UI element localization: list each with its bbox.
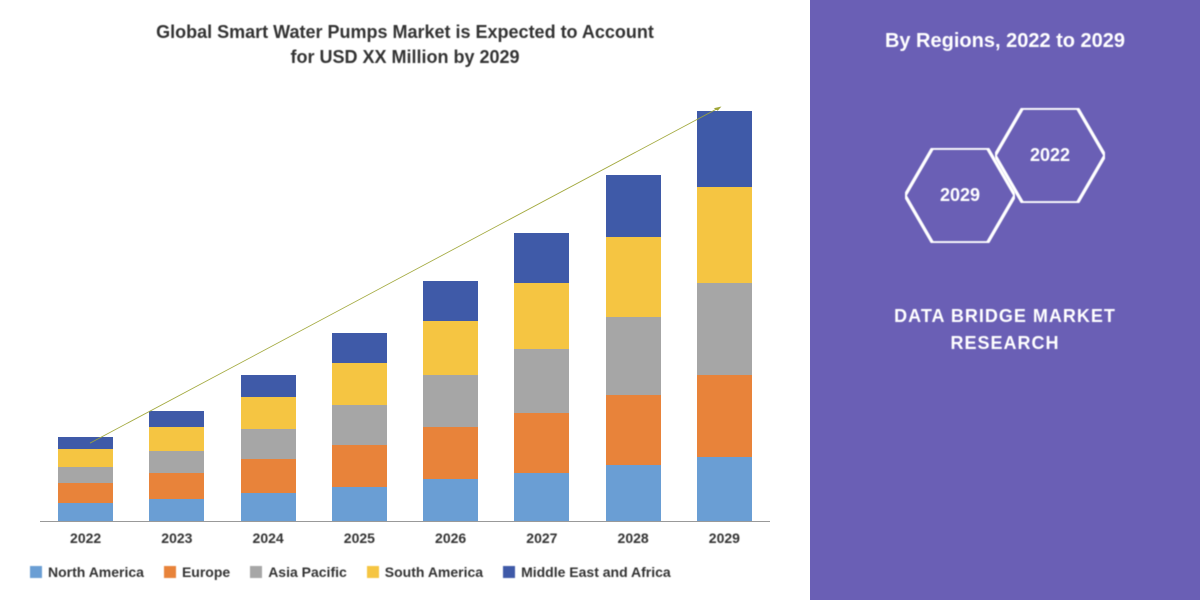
bar-segment — [423, 321, 478, 375]
bar-segment — [149, 411, 204, 427]
hex-2022: 2022 — [995, 108, 1105, 203]
bar-segment — [149, 451, 204, 473]
legend-label: Middle East and Africa — [521, 564, 671, 580]
legend-swatch — [367, 566, 379, 578]
legend-swatch — [250, 566, 262, 578]
bar-segment — [514, 283, 569, 349]
brand-text: DATA BRIDGE MARKET RESEARCH — [894, 303, 1116, 357]
legend-swatch — [164, 566, 176, 578]
legend-item: Europe — [164, 564, 230, 580]
bar-segment — [514, 233, 569, 283]
bar-group — [502, 233, 582, 521]
bar-group — [228, 375, 308, 521]
bar-segment — [514, 349, 569, 413]
bar — [514, 233, 569, 521]
legend-swatch — [503, 566, 515, 578]
bar-segment — [332, 445, 387, 487]
legend-label: Europe — [182, 564, 230, 580]
bar-segment — [423, 281, 478, 321]
bar-segment — [606, 395, 661, 465]
legend-label: South America — [385, 564, 483, 580]
bar-group — [46, 437, 126, 521]
bar-group — [319, 333, 399, 521]
bar — [58, 437, 113, 521]
x-label: 2024 — [228, 530, 308, 546]
legend-label: Asia Pacific — [268, 564, 347, 580]
bar-segment — [241, 459, 296, 493]
bar-segment — [606, 465, 661, 521]
bar-segment — [514, 413, 569, 473]
bar-segment — [423, 427, 478, 479]
bar-segment — [697, 111, 752, 187]
x-label: 2028 — [593, 530, 673, 546]
bar-segment — [606, 317, 661, 395]
hex-2029-label: 2029 — [940, 185, 980, 206]
bar — [149, 411, 204, 521]
legend-item: Asia Pacific — [250, 564, 347, 580]
legend: North America Europe Asia Pacific South Ame… — [30, 564, 780, 580]
bar — [332, 333, 387, 521]
x-label: 2023 — [137, 530, 217, 546]
bar — [423, 281, 478, 521]
brand-line2: RESEARCH — [894, 330, 1116, 357]
bar-segment — [697, 187, 752, 283]
chart-area — [30, 90, 780, 521]
legend-item: Middle East and Africa — [503, 564, 671, 580]
bar-segment — [606, 175, 661, 237]
bar-group — [137, 411, 217, 521]
legend-item: South America — [367, 564, 483, 580]
x-label: 2025 — [319, 530, 399, 546]
chart-title: Global Smart Water Pumps Market is Expec… — [30, 20, 780, 70]
bar — [241, 375, 296, 521]
bar-segment — [697, 375, 752, 457]
bar-segment — [423, 479, 478, 521]
chart-title-line1: Global Smart Water Pumps Market is Expec… — [30, 20, 780, 45]
bar-segment — [241, 375, 296, 397]
legend-item: North America — [30, 564, 144, 580]
bar-segment — [58, 467, 113, 483]
x-label: 2022 — [46, 530, 126, 546]
bar-segment — [58, 437, 113, 449]
chart-title-line2: for USD XX Million by 2029 — [30, 45, 780, 70]
bar-segment — [241, 493, 296, 521]
side-title: By Regions, 2022 to 2029 — [885, 30, 1125, 53]
bar-segment — [514, 473, 569, 521]
legend-swatch — [30, 566, 42, 578]
bar-segment — [423, 375, 478, 427]
bar-segment — [149, 473, 204, 499]
bar-segment — [241, 429, 296, 459]
legend-label: North America — [48, 564, 144, 580]
x-label: 2026 — [411, 530, 491, 546]
bar-segment — [58, 483, 113, 503]
x-label: 2029 — [684, 530, 764, 546]
bar — [697, 111, 752, 521]
side-panel: By Regions, 2022 to 2029 2029 2022 DATA … — [810, 0, 1200, 600]
x-label: 2027 — [502, 530, 582, 546]
bar-segment — [149, 427, 204, 451]
brand-line1: DATA BRIDGE MARKET — [894, 303, 1116, 330]
bars-container — [40, 110, 770, 521]
chart-panel: Global Smart Water Pumps Market is Expec… — [0, 0, 810, 600]
bar-segment — [697, 283, 752, 375]
bar-segment — [606, 237, 661, 317]
bar-segment — [332, 333, 387, 363]
bar-segment — [332, 363, 387, 405]
bar — [606, 175, 661, 521]
bar-segment — [58, 449, 113, 467]
bar-group — [593, 175, 673, 521]
bar-segment — [332, 487, 387, 521]
x-axis-labels: 2022 2023 2024 2025 2026 2027 2028 2029 — [30, 522, 780, 546]
bar-segment — [58, 503, 113, 521]
bar-segment — [332, 405, 387, 445]
bar-segment — [697, 457, 752, 521]
bar-segment — [149, 499, 204, 521]
hex-group: 2029 2022 — [885, 93, 1125, 273]
bar-segment — [241, 397, 296, 429]
bar-group — [411, 281, 491, 521]
hex-2022-label: 2022 — [1030, 145, 1070, 166]
bar-group — [684, 111, 764, 521]
